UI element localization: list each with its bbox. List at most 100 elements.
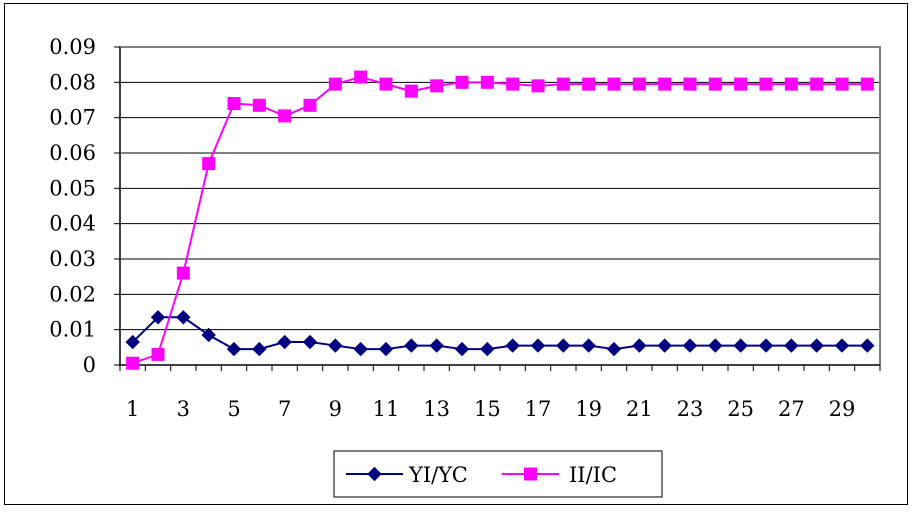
series-line-yi-yc (131, 316, 868, 351)
data-point-yi-yc (226, 341, 242, 357)
y-axis: 0 0.01 0.02 0.03 0.04 0.05 0.06 0.07 0.08 0.09 (49, 35, 121, 377)
data-point-yi-yc (328, 338, 343, 353)
data-point-yi-yc (429, 338, 444, 353)
data-point-ii-ic (404, 84, 418, 98)
x-tick-label: 17 (525, 397, 552, 421)
data-point-yi-yc (150, 310, 166, 325)
x-tick-label: 23 (677, 397, 704, 421)
data-point-ii-ic (430, 79, 444, 93)
data-point-ii-ic (556, 77, 570, 91)
data-point-ii-ic (202, 157, 216, 171)
series-layer (125, 70, 875, 370)
data-point-yi-yc (556, 338, 571, 353)
x-tick-label: 21 (626, 397, 653, 421)
x-tick-label: 19 (575, 397, 602, 421)
y-tick-label: 0.07 (49, 106, 96, 130)
data-point-yi-yc (809, 338, 824, 353)
data-point-ii-ic (126, 356, 140, 370)
y-tick-label: 0.09 (49, 35, 96, 59)
y-tick-label: 0.05 (49, 176, 96, 200)
x-tick-label: 9 (329, 397, 342, 421)
data-point-ii-ic (582, 77, 596, 91)
series-line-ii-ic (132, 75, 868, 365)
y-tick-label: 0.08 (49, 70, 96, 94)
data-point-yi-yc (606, 341, 622, 357)
data-point-ii-ic (860, 77, 874, 91)
data-point-ii-ic (379, 77, 393, 91)
data-point-ii-ic (506, 77, 520, 91)
data-point-ii-ic (278, 109, 292, 123)
data-point-yi-yc (176, 310, 191, 325)
data-point-yi-yc (581, 338, 596, 353)
x-tick-label: 15 (474, 397, 501, 421)
data-point-yi-yc (758, 338, 774, 353)
x-tick-label: 1 (126, 397, 139, 421)
data-point-ii-ic (151, 347, 165, 361)
data-point-yi-yc (277, 334, 292, 350)
x-tick-label: 13 (423, 397, 450, 421)
data-point-ii-ic (455, 75, 469, 89)
data-point-yi-yc (378, 341, 394, 357)
data-point-ii-ic (252, 98, 266, 112)
data-point-yi-yc (404, 338, 419, 353)
data-point-yi-yc (657, 338, 672, 353)
y-tick-label: 0.01 (49, 318, 96, 342)
data-point-ii-ic (480, 75, 494, 89)
series-ii-ic (126, 70, 874, 370)
x-tick-label: 5 (227, 397, 240, 421)
data-point-ii-ic (784, 77, 798, 91)
data-point-yi-yc (252, 341, 267, 357)
data-point-ii-ic (734, 77, 748, 91)
data-point-ii-ic (531, 79, 545, 93)
legend-marker-yi-yc (367, 466, 382, 482)
x-tick-label: 3 (177, 397, 190, 421)
data-point-yi-yc (860, 338, 875, 353)
y-tick-label: 0.04 (49, 212, 96, 236)
data-point-yi-yc (708, 338, 723, 353)
data-point-ii-ic (632, 77, 646, 91)
data-point-ii-ic (658, 77, 672, 91)
data-point-yi-yc (784, 338, 799, 353)
x-tick-label: 29 (829, 397, 856, 421)
data-point-yi-yc (302, 334, 318, 350)
legend-label-ii-ic: II/IC (569, 463, 617, 487)
legend-label-yi-yc: YI/YC (408, 463, 468, 487)
data-point-yi-yc (834, 338, 850, 353)
data-point-yi-yc (530, 338, 546, 353)
y-tick-label: 0 (83, 353, 96, 377)
data-point-ii-ic (303, 98, 317, 112)
plot-area (119, 46, 881, 366)
data-point-yi-yc (632, 338, 647, 353)
legend-marker-ii-ic (524, 467, 537, 481)
data-point-ii-ic (176, 266, 190, 280)
data-point-ii-ic (759, 77, 773, 91)
x-tick-label: 11 (373, 397, 400, 421)
gridlines (120, 81, 880, 331)
data-point-ii-ic (354, 70, 368, 84)
data-point-ii-ic (810, 77, 824, 91)
data-point-yi-yc (480, 341, 495, 357)
x-tick-label: 7 (278, 397, 291, 421)
y-tick-label: 0.03 (49, 247, 96, 271)
data-point-yi-yc (353, 341, 368, 357)
data-point-yi-yc (682, 338, 698, 353)
x-axis: 1 3 5 7 9 11 13 15 17 19 21 23 25 27 29 (119, 364, 881, 421)
data-point-yi-yc (201, 327, 216, 343)
y-tick-label: 0.06 (49, 141, 96, 165)
x-tick-label: 25 (727, 397, 754, 421)
series-yi-yc (125, 310, 875, 357)
data-point-ii-ic (328, 77, 342, 91)
data-point-yi-yc (505, 338, 520, 353)
data-point-ii-ic (835, 77, 849, 91)
data-point-yi-yc (733, 338, 748, 353)
data-point-ii-ic (227, 97, 241, 111)
data-point-ii-ic (683, 77, 697, 91)
y-tick-label: 0.02 (49, 282, 96, 306)
data-point-yi-yc (125, 334, 140, 350)
x-tick-label: 27 (778, 397, 805, 421)
legend: YI/YC II/IC (333, 450, 663, 498)
data-point-ii-ic (607, 77, 621, 91)
data-point-yi-yc (454, 341, 470, 357)
data-point-ii-ic (708, 77, 722, 91)
